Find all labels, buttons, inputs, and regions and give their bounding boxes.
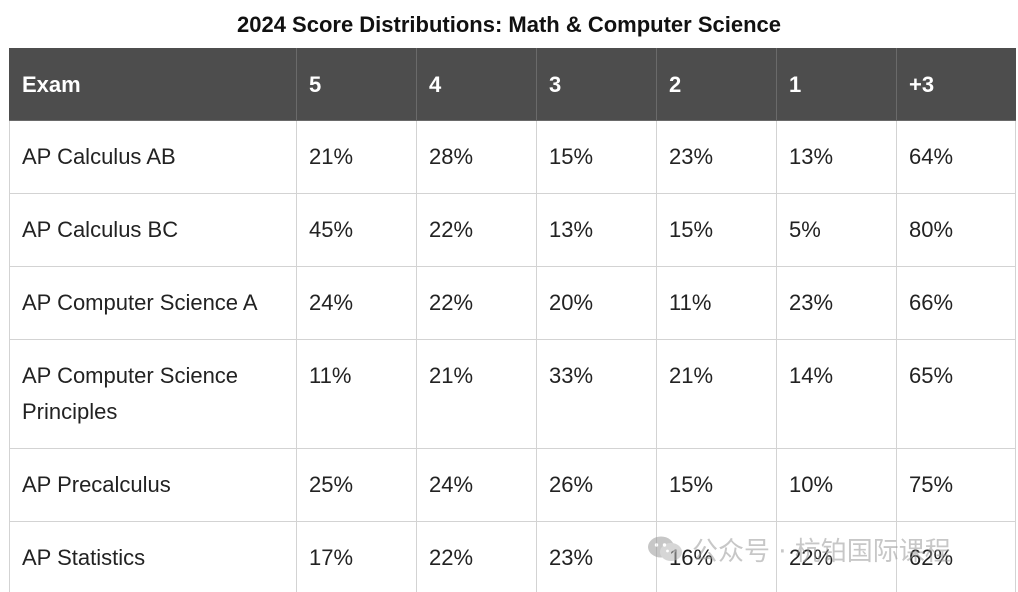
value-cell: 15% bbox=[536, 120, 657, 194]
value-cell: 65% bbox=[896, 339, 1016, 449]
value-cell: 23% bbox=[656, 120, 777, 194]
header-score-3-plus: +3 bbox=[896, 48, 1016, 121]
value-cell: 22% bbox=[416, 266, 537, 340]
value-cell: 15% bbox=[656, 193, 777, 267]
exam-name-cell: AP Calculus AB bbox=[9, 120, 297, 194]
value-cell: 22% bbox=[416, 521, 537, 592]
exam-name-cell: AP Calculus BC bbox=[9, 193, 297, 267]
value-cell: 5% bbox=[776, 193, 897, 267]
header-score-5: 5 bbox=[296, 48, 417, 121]
header-exam: Exam bbox=[9, 48, 297, 121]
value-cell: 28% bbox=[416, 120, 537, 194]
value-cell: 64% bbox=[896, 120, 1016, 194]
value-cell: 16% bbox=[656, 521, 777, 592]
table-row: AP Calculus BC 45% 22% 13% 15% 5% 80% bbox=[9, 193, 1016, 267]
table-row: AP Computer Science Principles 11% 21% 3… bbox=[9, 339, 1016, 449]
value-cell: 62% bbox=[896, 521, 1016, 592]
value-cell: 14% bbox=[776, 339, 897, 449]
value-cell: 75% bbox=[896, 448, 1016, 522]
value-cell: 33% bbox=[536, 339, 657, 449]
value-cell: 11% bbox=[296, 339, 417, 449]
table-row: AP Calculus AB 21% 28% 15% 23% 13% 64% bbox=[9, 120, 1016, 194]
value-cell: 23% bbox=[776, 266, 897, 340]
header-score-1: 1 bbox=[776, 48, 897, 121]
value-cell: 66% bbox=[896, 266, 1016, 340]
value-cell: 17% bbox=[296, 521, 417, 592]
table-title: 2024 Score Distributions: Math & Compute… bbox=[236, 12, 782, 37]
value-cell: 24% bbox=[296, 266, 417, 340]
exam-name-cell: AP Computer Science A bbox=[9, 266, 297, 340]
table-row: AP Precalculus 25% 24% 26% 15% 10% 75% bbox=[9, 448, 1016, 522]
value-cell: 13% bbox=[536, 193, 657, 267]
value-cell: 80% bbox=[896, 193, 1016, 267]
table-row: AP Computer Science A 24% 22% 20% 11% 23… bbox=[9, 266, 1016, 340]
value-cell: 22% bbox=[776, 521, 897, 592]
value-cell: 24% bbox=[416, 448, 537, 522]
value-cell: 21% bbox=[656, 339, 777, 449]
value-cell: 13% bbox=[776, 120, 897, 194]
value-cell: 22% bbox=[416, 193, 537, 267]
value-cell: 45% bbox=[296, 193, 417, 267]
exam-name-cell: AP Precalculus bbox=[9, 448, 297, 522]
value-cell: 26% bbox=[536, 448, 657, 522]
score-distribution-table: Exam 5 4 3 2 1 +3 AP Calculus AB 21% 28%… bbox=[9, 48, 1016, 592]
header-score-2: 2 bbox=[656, 48, 777, 121]
header-row: Exam 5 4 3 2 1 +3 bbox=[9, 48, 1016, 121]
value-cell: 20% bbox=[536, 266, 657, 340]
header-score-3: 3 bbox=[536, 48, 657, 121]
value-cell: 11% bbox=[656, 266, 777, 340]
exam-name-cell: AP Statistics bbox=[9, 521, 297, 592]
value-cell: 21% bbox=[296, 120, 417, 194]
value-cell: 10% bbox=[776, 448, 897, 522]
exam-name-cell: AP Computer Science Principles bbox=[9, 339, 297, 449]
value-cell: 15% bbox=[656, 448, 777, 522]
header-score-4: 4 bbox=[416, 48, 537, 121]
value-cell: 25% bbox=[296, 448, 417, 522]
value-cell: 21% bbox=[416, 339, 537, 449]
value-cell: 23% bbox=[536, 521, 657, 592]
table-row: AP Statistics 17% 22% 23% 16% 22% 62% bbox=[9, 521, 1016, 592]
